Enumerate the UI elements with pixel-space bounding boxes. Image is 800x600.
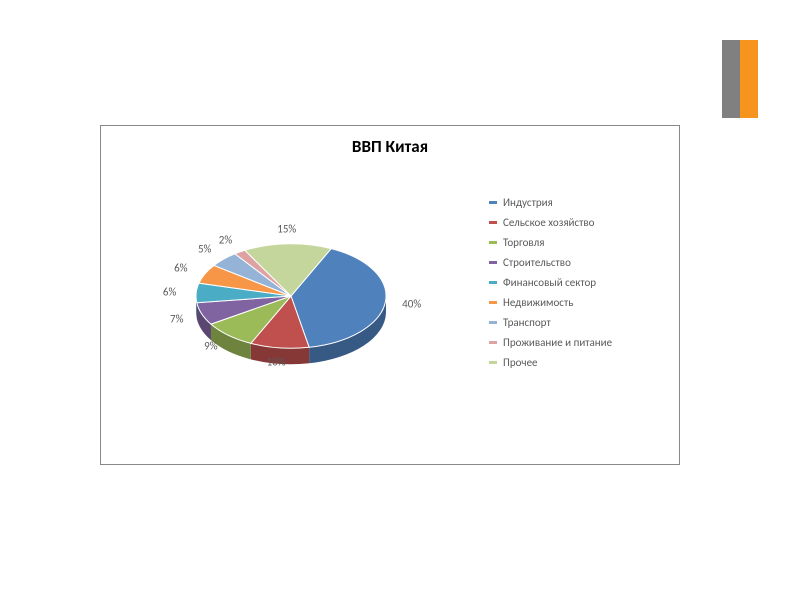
legend-label: Финансовый сектор	[503, 276, 596, 289]
legend-label: Сельское хозяйство	[503, 216, 594, 229]
legend-swatch	[489, 341, 497, 344]
slice-label-0: 40%	[402, 298, 421, 311]
legend-swatch	[489, 321, 497, 324]
slice-label-2: 9%	[204, 340, 217, 353]
legend-item-6: Транспорт	[489, 316, 659, 329]
legend-swatch	[489, 201, 497, 204]
legend-item-7: Проживание и питание	[489, 336, 659, 349]
legend-swatch	[489, 301, 497, 304]
slice-label-6: 5%	[198, 242, 211, 255]
slice-label-5: 6%	[174, 261, 187, 274]
legend-label: Проживание и питание	[503, 336, 612, 349]
accent-bar-0	[722, 40, 740, 118]
slide: ВВП Китая 40% 10% 9% 7% 6% 6% 5% 2% 15% Индустри…	[0, 0, 800, 600]
slice-label-8: 15%	[277, 223, 296, 236]
legend-swatch	[489, 281, 497, 284]
legend-item-3: Строительство	[489, 256, 659, 269]
chart-frame: ВВП Китая 40% 10% 9% 7% 6% 6% 5% 2% 15% Индустри…	[100, 125, 680, 465]
legend-label: Торговля	[503, 236, 544, 249]
legend-swatch	[489, 261, 497, 264]
accent-bar-1	[740, 40, 758, 118]
legend-item-4: Финансовый сектор	[489, 276, 659, 289]
legend-label: Индустрия	[503, 196, 553, 209]
legend-label: Прочее	[503, 356, 538, 369]
legend-swatch	[489, 361, 497, 364]
legend-label: Недвижимость	[503, 296, 573, 309]
slice-label-4: 6%	[163, 286, 176, 299]
legend-swatch	[489, 221, 497, 224]
legend-item-2: Торговля	[489, 236, 659, 249]
pie-svg	[181, 186, 401, 406]
legend-swatch	[489, 241, 497, 244]
chart-title: ВВП Китая	[101, 136, 679, 157]
legend-item-5: Недвижимость	[489, 296, 659, 309]
legend-item-0: Индустрия	[489, 196, 659, 209]
legend-item-1: Сельское хозяйство	[489, 216, 659, 229]
legend-label: Транспорт	[503, 316, 551, 329]
legend-item-8: Прочее	[489, 356, 659, 369]
slice-label-7: 2%	[219, 233, 232, 246]
legend: Индустрия Сельское хозяйство Торговля Строи…	[489, 196, 659, 376]
pie-chart: 40%10%9%7%6%6%5%2%15%	[181, 186, 401, 406]
slice-label-1: 10%	[267, 356, 286, 369]
legend-label: Строительство	[503, 256, 571, 269]
slice-label-3: 7%	[170, 312, 183, 325]
